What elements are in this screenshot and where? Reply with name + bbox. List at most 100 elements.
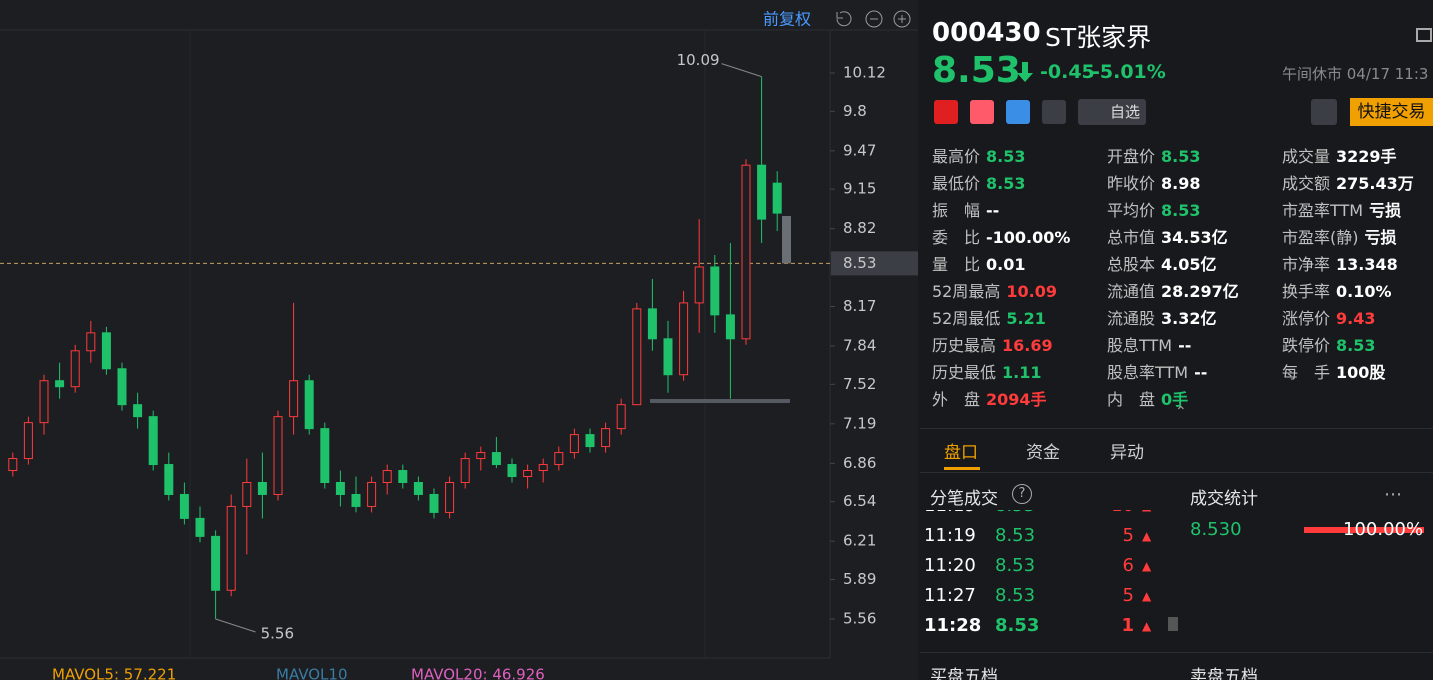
more-icon[interactable]: ⋯ bbox=[1384, 484, 1402, 505]
candle-body bbox=[367, 482, 377, 507]
stat-label: 昨收价 bbox=[1107, 174, 1156, 193]
candle-body bbox=[741, 164, 751, 340]
candle-body bbox=[382, 470, 392, 483]
stat-value: 4.05亿 bbox=[1161, 255, 1217, 274]
stat: 总股本 4.05亿 bbox=[1107, 251, 1217, 275]
menu-icon[interactable] bbox=[1416, 28, 1432, 42]
stat: 股息TTM -- bbox=[1107, 332, 1191, 356]
candle-body bbox=[335, 482, 345, 495]
candle-body bbox=[39, 380, 49, 424]
current-price-box bbox=[831, 251, 918, 276]
trade-volume: 10 bbox=[1090, 510, 1134, 516]
summary-bar bbox=[1304, 527, 1424, 533]
trade-time: 11:28 bbox=[924, 615, 982, 636]
trade-direction: ▲ bbox=[1142, 589, 1152, 603]
candle-body bbox=[211, 535, 221, 591]
stat-label: 成交额 bbox=[1282, 174, 1331, 193]
stat: 昨收价 8.98 bbox=[1107, 170, 1201, 194]
stat: 52周最低 5.21 bbox=[932, 305, 1046, 329]
tab[interactable]: 异动 bbox=[1110, 443, 1144, 463]
stat-label: 跌停价 bbox=[1282, 336, 1331, 355]
tab[interactable]: 资金 bbox=[1026, 443, 1060, 463]
trade-direction: ▲ bbox=[1142, 619, 1152, 633]
quick-trade-button[interactable]: 快捷交易 bbox=[1350, 98, 1433, 126]
candle-body bbox=[476, 452, 486, 460]
candle-body bbox=[70, 350, 80, 388]
stat-label: 每 手 bbox=[1282, 363, 1331, 382]
quote-panel: 000430 ST张家界 8.53 -0.45 -5.01% 午间休市 04/1… bbox=[920, 0, 1433, 680]
stat-value: 13.348 bbox=[1336, 255, 1398, 274]
candle-body bbox=[226, 505, 236, 591]
stat-label: 市盈率(静) bbox=[1282, 228, 1359, 247]
annotation: 10.09 bbox=[677, 51, 720, 69]
annotation-leader bbox=[721, 63, 762, 78]
candle-body bbox=[585, 434, 595, 448]
candle-body bbox=[23, 422, 33, 460]
y-tick-label: 8.82 bbox=[843, 219, 876, 237]
stat: 每 手 100股 bbox=[1282, 359, 1385, 383]
tab[interactable]: 盘口 bbox=[944, 443, 978, 463]
y-tick-label: 6.54 bbox=[843, 492, 876, 510]
y-tick-label: 8.17 bbox=[843, 297, 876, 315]
stat-label: 52周最低 bbox=[932, 309, 1001, 328]
candle-body bbox=[569, 434, 579, 454]
stat-value: 8.53 bbox=[1336, 336, 1376, 355]
candle-body bbox=[413, 482, 423, 495]
stat-value: 5.21 bbox=[1006, 309, 1046, 328]
y-tick-label: 5.56 bbox=[843, 610, 876, 628]
candle-body bbox=[148, 416, 158, 466]
stat-value: 16.69 bbox=[1002, 336, 1053, 355]
candle-body bbox=[725, 314, 735, 340]
stat-value: 8.98 bbox=[1161, 174, 1201, 193]
candle-body bbox=[616, 404, 626, 430]
stat-value: 8.53 bbox=[986, 174, 1026, 193]
annotation-leader bbox=[215, 618, 256, 633]
candle-body bbox=[179, 493, 189, 519]
stat: 股息率TTM -- bbox=[1107, 359, 1207, 383]
y-tick-label: 9.8 bbox=[843, 102, 867, 120]
y-tick-label: 7.52 bbox=[843, 375, 876, 393]
watchlist-button[interactable]: 自选 bbox=[1078, 99, 1146, 125]
stat: 涨停价 9.43 bbox=[1282, 305, 1376, 329]
stat-value: 275.43万 bbox=[1336, 174, 1414, 193]
alert-button[interactable] bbox=[1311, 99, 1337, 125]
y-tick-label: 5.89 bbox=[843, 570, 876, 588]
candle-body bbox=[694, 266, 704, 304]
stat: 内 盘 0手 bbox=[1107, 386, 1188, 410]
section-title: 成交统计 bbox=[1190, 489, 1258, 509]
stat-value: 0.01 bbox=[986, 255, 1026, 274]
stat-label: 历史最高 bbox=[932, 336, 997, 355]
volume-legend: MAVOL5: 57.221 bbox=[52, 666, 176, 680]
candle-body bbox=[55, 380, 65, 388]
adjust-toggle[interactable]: 前复权 bbox=[763, 10, 811, 29]
stat-label: 量 比 bbox=[932, 255, 981, 274]
stat-label: 换手率 bbox=[1282, 282, 1331, 301]
candle-body bbox=[757, 164, 767, 220]
stat: 成交额 275.43万 bbox=[1282, 170, 1414, 194]
margin-icon bbox=[970, 100, 994, 124]
y-tick-label: 10.12 bbox=[843, 64, 886, 82]
stat-value: 8.53 bbox=[1161, 147, 1201, 166]
trade-price: 8.53 bbox=[995, 525, 1036, 546]
stat: 流通股 3.32亿 bbox=[1107, 305, 1217, 329]
annotation: 5.56 bbox=[261, 625, 294, 643]
candle-body bbox=[304, 380, 314, 430]
stat-label: 外 盘 bbox=[932, 390, 981, 409]
stat-label: 委 比 bbox=[932, 228, 981, 247]
candle-body bbox=[101, 332, 111, 370]
zoom-in[interactable] bbox=[893, 10, 911, 28]
stat-label: 最高价 bbox=[932, 147, 981, 166]
y-tick-label: 6.86 bbox=[843, 454, 876, 472]
help-icon[interactable]: ? bbox=[1012, 484, 1032, 504]
collapse-caret[interactable]: ⌃ bbox=[1175, 404, 1187, 420]
candle-body bbox=[632, 308, 642, 406]
note-icon[interactable] bbox=[1042, 100, 1066, 124]
stat-value: 2094手 bbox=[986, 390, 1047, 409]
zoom-out[interactable] bbox=[865, 10, 883, 28]
stat-value: 8.53 bbox=[1161, 201, 1201, 220]
change: -0.45 bbox=[1040, 61, 1095, 83]
stat-label: 市盈率TTM bbox=[1282, 201, 1364, 220]
stat: 市净率 13.348 bbox=[1282, 251, 1398, 275]
stat: 振 幅 -- bbox=[932, 197, 999, 221]
reset-icon[interactable] bbox=[836, 11, 852, 27]
